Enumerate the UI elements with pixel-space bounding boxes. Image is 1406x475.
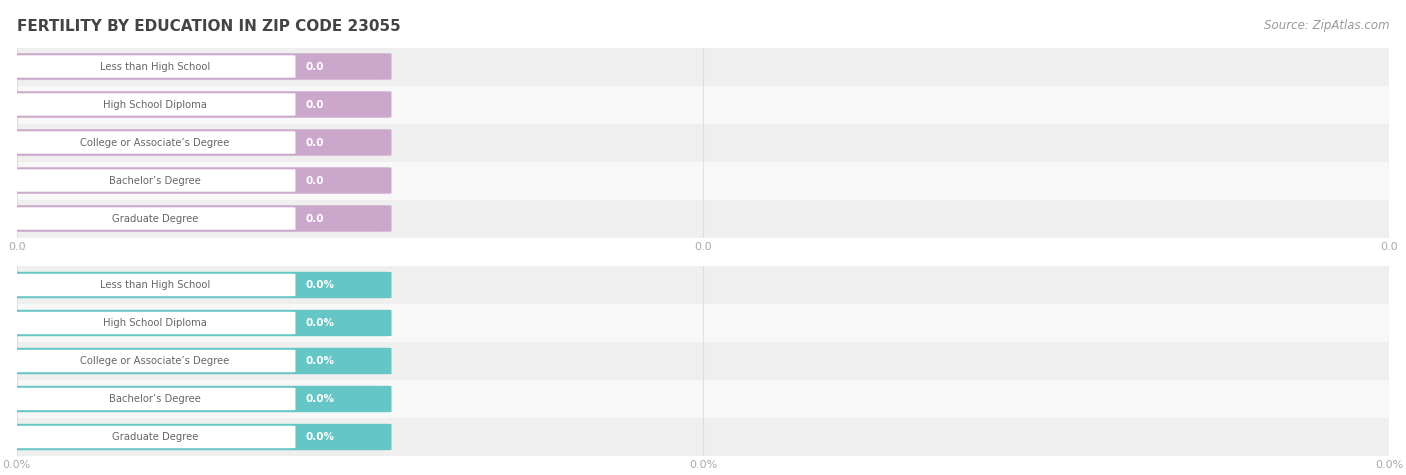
FancyBboxPatch shape bbox=[14, 131, 295, 154]
Text: 0.0%: 0.0% bbox=[305, 280, 335, 290]
Bar bbox=[17, 304, 1389, 342]
Text: Graduate Degree: Graduate Degree bbox=[111, 432, 198, 442]
Text: High School Diploma: High School Diploma bbox=[103, 99, 207, 110]
Text: 0.0%: 0.0% bbox=[305, 356, 335, 366]
FancyBboxPatch shape bbox=[14, 312, 295, 334]
Bar bbox=[17, 48, 1389, 86]
Bar bbox=[17, 86, 1389, 124]
Text: Bachelor’s Degree: Bachelor’s Degree bbox=[108, 175, 201, 186]
FancyBboxPatch shape bbox=[14, 388, 295, 410]
Bar bbox=[17, 266, 1389, 304]
Text: 0.0: 0.0 bbox=[305, 175, 323, 186]
FancyBboxPatch shape bbox=[6, 53, 391, 80]
FancyBboxPatch shape bbox=[14, 350, 295, 372]
Text: Source: ZipAtlas.com: Source: ZipAtlas.com bbox=[1264, 19, 1389, 32]
Bar bbox=[17, 124, 1389, 162]
Bar bbox=[17, 380, 1389, 418]
Text: College or Associate’s Degree: College or Associate’s Degree bbox=[80, 356, 229, 366]
Bar bbox=[17, 418, 1389, 456]
Text: FERTILITY BY EDUCATION IN ZIP CODE 23055: FERTILITY BY EDUCATION IN ZIP CODE 23055 bbox=[17, 19, 401, 34]
FancyBboxPatch shape bbox=[6, 91, 391, 118]
FancyBboxPatch shape bbox=[14, 93, 295, 116]
Text: 0.0%: 0.0% bbox=[305, 394, 335, 404]
Bar bbox=[17, 342, 1389, 380]
FancyBboxPatch shape bbox=[14, 426, 295, 448]
FancyBboxPatch shape bbox=[14, 207, 295, 230]
FancyBboxPatch shape bbox=[6, 386, 391, 412]
Text: 0.0%: 0.0% bbox=[305, 432, 335, 442]
FancyBboxPatch shape bbox=[14, 55, 295, 78]
Text: Bachelor’s Degree: Bachelor’s Degree bbox=[108, 394, 201, 404]
Text: Less than High School: Less than High School bbox=[100, 280, 209, 290]
Text: 0.0: 0.0 bbox=[305, 61, 323, 72]
FancyBboxPatch shape bbox=[6, 310, 391, 336]
Text: 0.0%: 0.0% bbox=[305, 318, 335, 328]
Text: 0.0: 0.0 bbox=[305, 137, 323, 148]
Text: Less than High School: Less than High School bbox=[100, 61, 209, 72]
Text: College or Associate’s Degree: College or Associate’s Degree bbox=[80, 137, 229, 148]
FancyBboxPatch shape bbox=[6, 205, 391, 232]
FancyBboxPatch shape bbox=[6, 272, 391, 298]
FancyBboxPatch shape bbox=[6, 424, 391, 450]
Text: 0.0: 0.0 bbox=[305, 213, 323, 224]
Text: 0.0: 0.0 bbox=[305, 99, 323, 110]
FancyBboxPatch shape bbox=[6, 348, 391, 374]
FancyBboxPatch shape bbox=[6, 129, 391, 156]
Bar bbox=[17, 200, 1389, 238]
FancyBboxPatch shape bbox=[14, 274, 295, 296]
FancyBboxPatch shape bbox=[6, 167, 391, 194]
Bar bbox=[17, 162, 1389, 199]
Text: High School Diploma: High School Diploma bbox=[103, 318, 207, 328]
FancyBboxPatch shape bbox=[14, 169, 295, 192]
Text: Graduate Degree: Graduate Degree bbox=[111, 213, 198, 224]
